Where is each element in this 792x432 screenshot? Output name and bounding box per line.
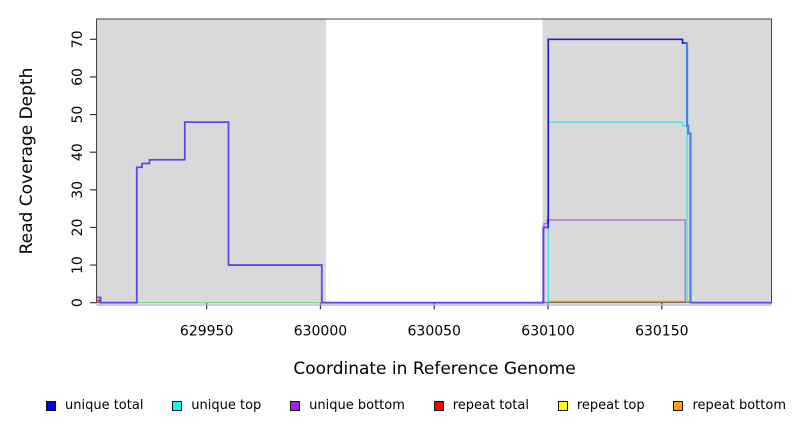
series-unique-total-left <box>96 121 548 304</box>
legend-label: unique top <box>191 398 262 413</box>
x-axis-title: Coordinate in Reference Genome <box>293 359 576 379</box>
y-tick-label: 20 <box>70 219 86 237</box>
y-tick-label: 50 <box>70 106 86 124</box>
series-unique-total-fall <box>685 41 692 303</box>
legend-item-repeat-top: repeat top <box>557 398 645 413</box>
series-repeat-total-edge <box>96 299 101 303</box>
legend-label: repeat total <box>452 398 529 413</box>
y-tick-label: 10 <box>70 256 86 274</box>
x-tick-label: 629950 <box>180 324 233 340</box>
legend-label: repeat top <box>576 398 645 413</box>
series-unique-total-right <box>547 38 687 229</box>
legend-swatch-repeat-top <box>557 400 568 411</box>
legend-label: repeat bottom <box>692 398 786 413</box>
y-axis-title: Read Coverage Depth <box>17 67 37 255</box>
y-tick-label: 70 <box>70 30 86 48</box>
legend-swatch-repeat-total <box>433 400 444 411</box>
legend-item-unique-bottom: unique bottom <box>290 399 405 412</box>
legend: unique total unique top unique bottom re… <box>46 399 786 412</box>
x-tick-label: 630100 <box>521 324 574 340</box>
highlight-region-1 <box>542 19 772 303</box>
legend-item-unique-total: unique total <box>46 399 143 412</box>
y-tick-label: 30 <box>70 181 86 199</box>
legend-item-unique-top: unique top <box>172 399 261 412</box>
legend-label: unique bottom <box>309 398 405 413</box>
y-tick-label: 40 <box>70 143 86 161</box>
legend-swatch-repeat-bottom <box>673 400 684 411</box>
highlight-region-0 <box>96 19 326 303</box>
legend-swatch-unique-bottom <box>290 400 301 411</box>
legend-swatch-unique-total <box>46 400 56 411</box>
legend-swatch-unique-top <box>172 400 183 411</box>
legend-label: unique total <box>65 398 144 413</box>
x-tick-label: 630000 <box>294 324 347 340</box>
y-tick-label: 0 <box>70 298 86 307</box>
x-tick-label: 630050 <box>408 324 461 340</box>
y-tick-label: 60 <box>70 68 86 86</box>
legend-item-repeat-total: repeat total <box>433 398 529 413</box>
x-tick-label: 630150 <box>635 324 688 340</box>
legend-item-repeat-bottom: repeat bottom <box>673 399 786 412</box>
